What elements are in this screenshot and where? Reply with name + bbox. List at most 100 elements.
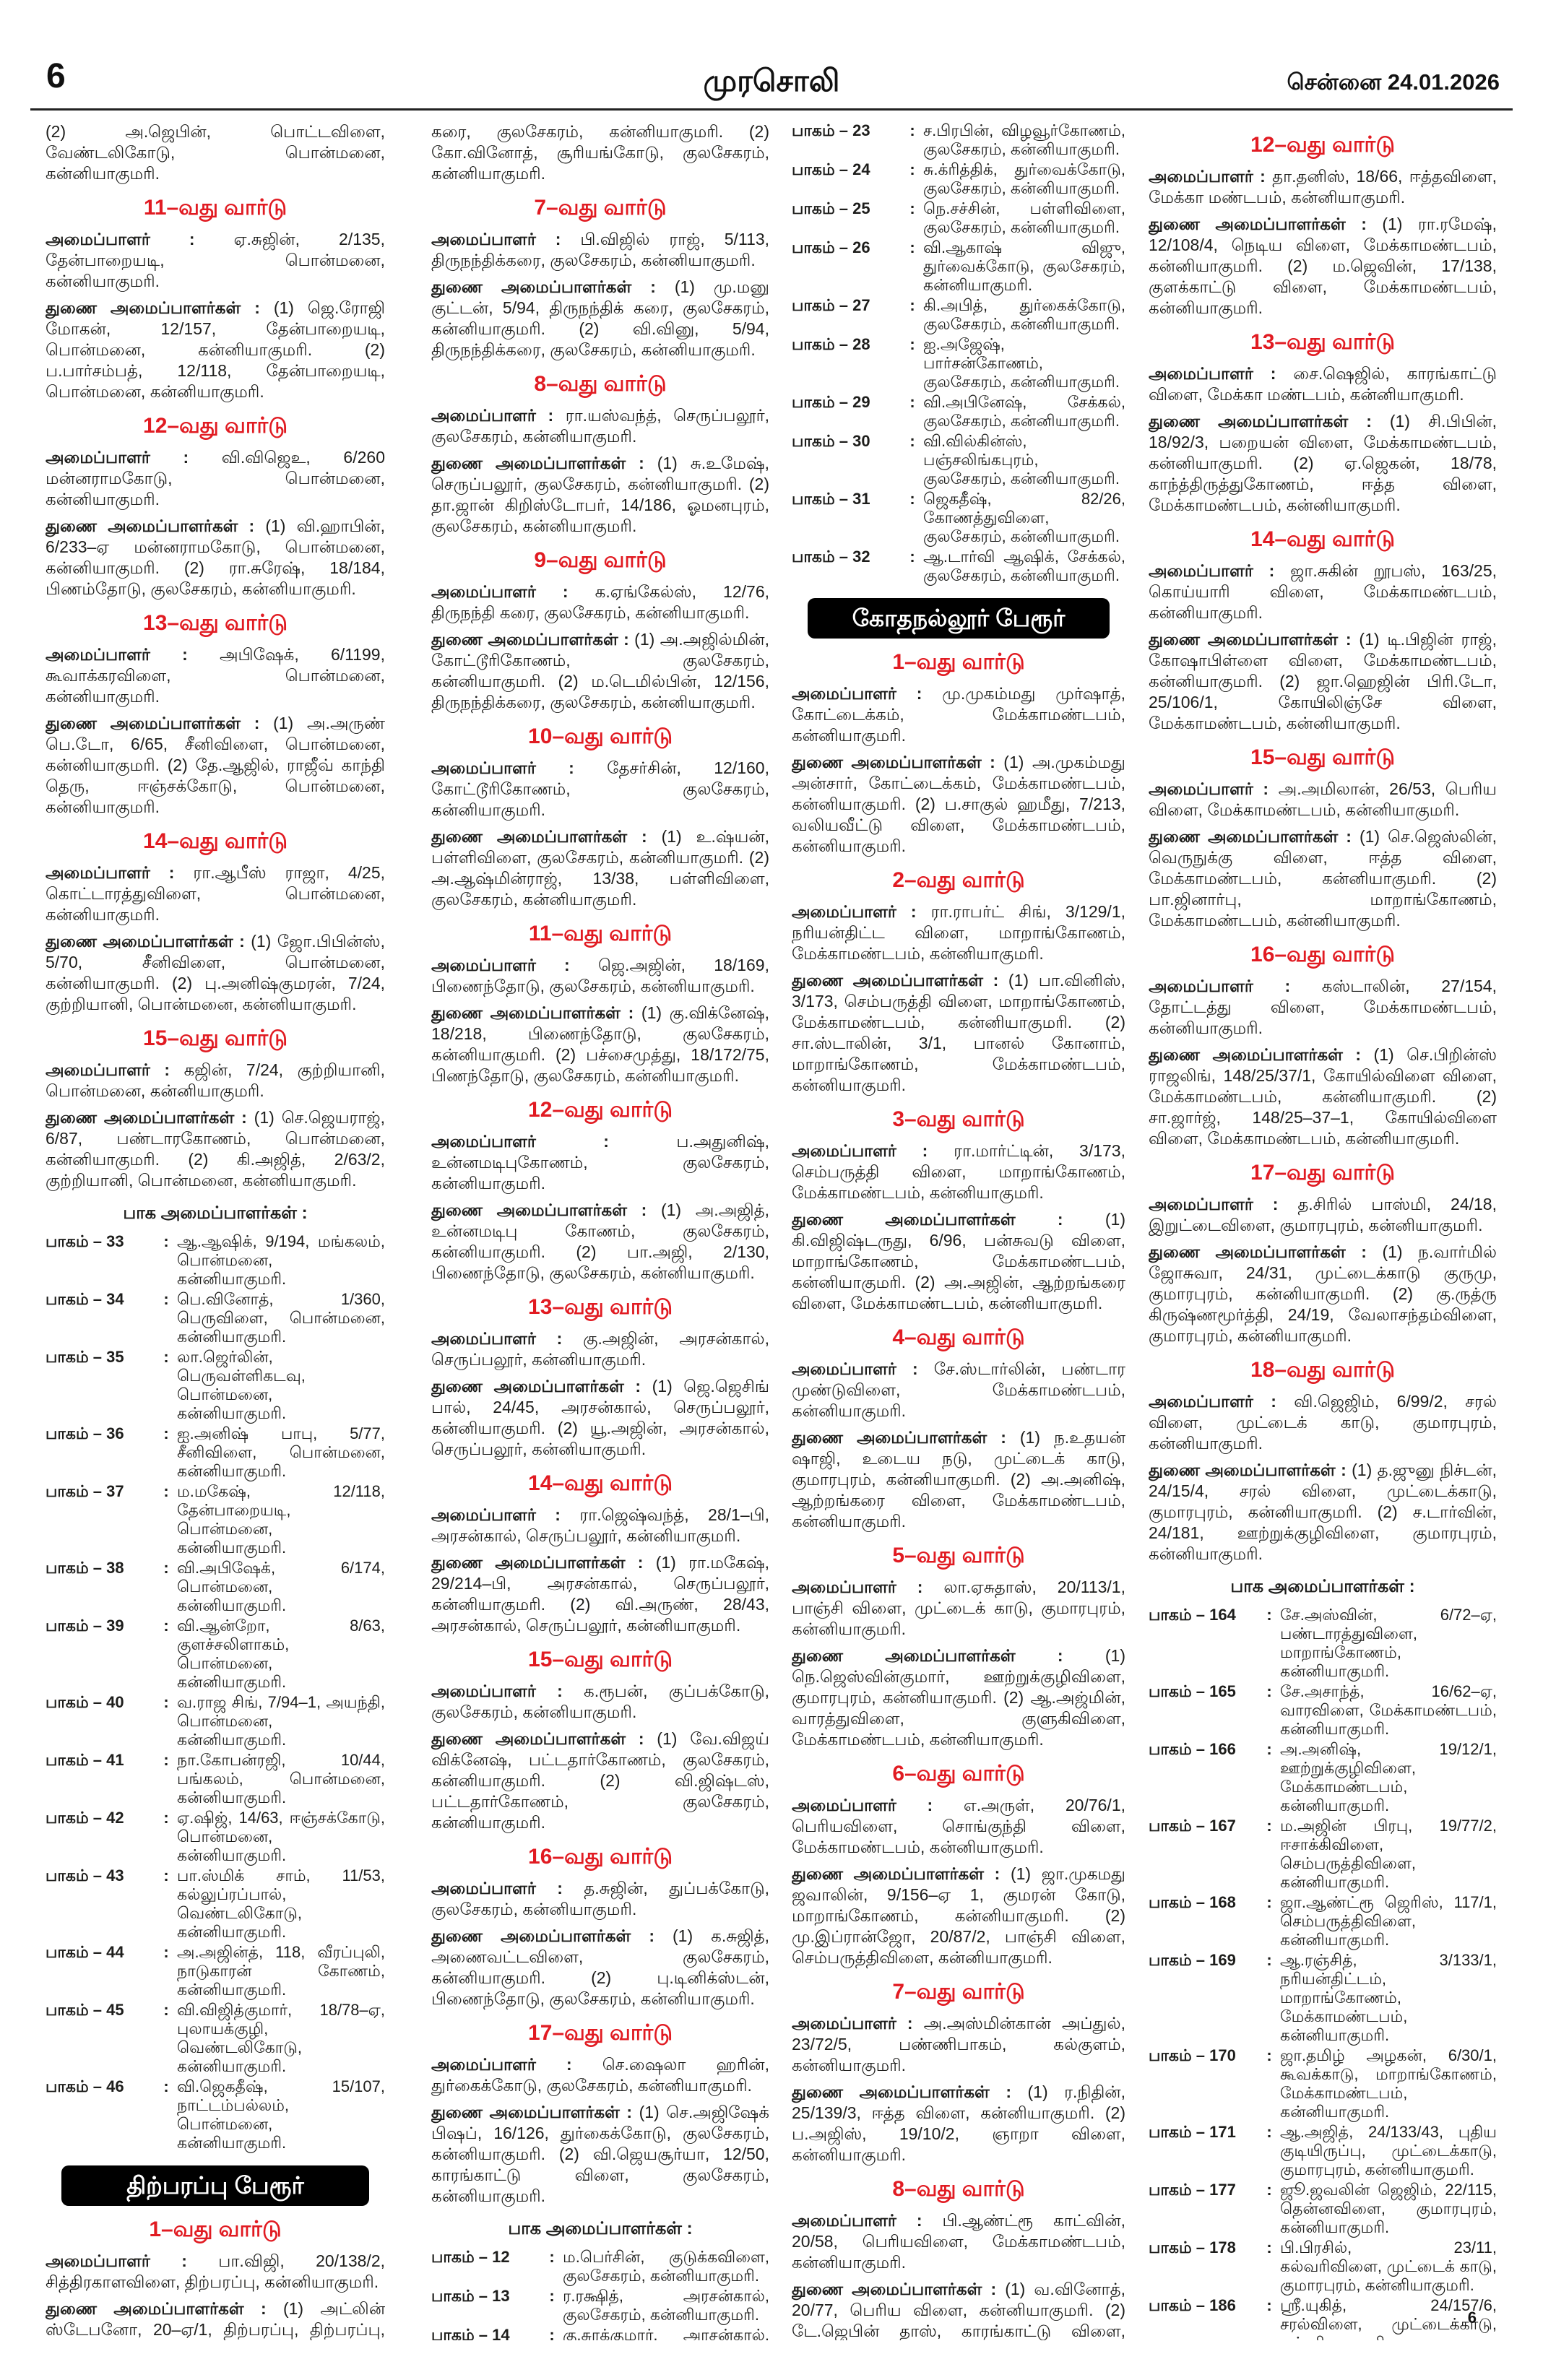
ward-heading: 15–வது வார்டு <box>1250 745 1395 769</box>
deputy-text: (1) செ.ஜெஸ்லின், வெருநுக்கு விளை, ஈத்த வ… <box>1149 827 1497 930</box>
part-list-header: பாக அமைப்பாளர்கள் : <box>508 2219 693 2238</box>
part-list-item: பாகம் – 164: சே.அஸ்வின், 6/72–ஏ, பண்டாரத்… <box>1149 1606 1497 1681</box>
organizer-paragraph: அமைப்பாளர் : த.சிரில் பாஸ்மி, 24/18, இறு… <box>1149 1194 1497 1236</box>
deputy-text: (1) ரா.மகேஷ், 29/214–பி, அரசன்கால், செரு… <box>431 1553 769 1635</box>
part-list-item: பாகம் – 168: ஜா.ஆண்ட்ரூ ஜெரிஸ், 117/1, செ… <box>1149 1893 1497 1950</box>
part-list-item: பாகம் – 39: வி.ஆன்றோ, 8/63, குளச்சலிளாகம்… <box>46 1617 385 1692</box>
organizer-paragraph: அமைப்பாளர் : ரா.யஸ்வந்த், செருப்பலூர், க… <box>431 405 769 447</box>
organizer-paragraph: அமைப்பாளர் : த.சுஜின், துப்பக்கோடு, குலச… <box>431 1878 769 1920</box>
deputy-text: (1) அ.முகம்மது அன்சார், கோட்டைக்கம், மேக… <box>792 753 1125 855</box>
body-paragraph: கரை, குலசேகரம், கன்னியாகுமரி. (2) கோ.வின… <box>431 122 769 183</box>
part-list-item: பாகம் – 165: சே.அசாந்த், 16/62–ஏ, வாரவிளை… <box>1149 1682 1497 1739</box>
page-number: 6 <box>46 57 66 95</box>
organizer-paragraph: அமைப்பாளர் : க.ஏங்கேல்ஸ், 12/76, திருநந்… <box>431 581 769 623</box>
ward-heading: 3–வது வார்டு <box>892 1107 1025 1131</box>
part-number: பாகம் – 13 <box>431 2287 510 2305</box>
deputy-label: துணை அமைப்பாளர்கள் : <box>431 2103 639 2121</box>
header-rule <box>30 108 1513 111</box>
part-list-item: பாகம் – 31: ஜெகதீஷ், 82/26, கோணத்துவிளை, … <box>792 490 1125 546</box>
deputy-text: (1) வே.விஜய் விக்னேஷ், பட்டதார்கோணம், கு… <box>431 1729 769 1832</box>
ward-heading: 13–வது வார்டு <box>143 611 288 635</box>
part-colon: : <box>909 548 915 566</box>
organizer-label: அமைப்பாளர் : <box>792 1578 944 1596</box>
part-text: வி.அபினேஷ், சேக்கல், குலசேகரம், கன்னியாக… <box>923 393 1125 430</box>
deputy-label: துணை அமைப்பாளர்கள் : <box>792 1646 1105 1665</box>
organizer-text: க.ரூபன், குப்பக்கோடு, குலசேகரம், கன்னியா… <box>431 1682 769 1721</box>
ward-heading: 10–வது வார்டு <box>528 724 673 748</box>
organizer-text: க.ஏங்கேல்ஸ், 12/76, திருநந்தி கரை, குலசே… <box>431 582 769 622</box>
masthead-title: முரசொலி <box>703 64 840 98</box>
part-colon: : <box>163 1943 169 1961</box>
part-text: அ.அஜின்த், 118, வீரப்புலி, நாடுகாரன் கோண… <box>177 1943 385 1999</box>
organizer-text: ப.அதுனிஷ், உன்னமடிபுகோணம், குலசேகரம், கன… <box>431 1132 769 1193</box>
part-number: பாகம் – 165 <box>1149 1682 1236 1700</box>
part-colon: : <box>909 335 915 353</box>
part-colon: : <box>549 2326 555 2340</box>
organizer-paragraph: அமைப்பாளர் : பி.விஜில் ராஜ், 5/113, திரு… <box>431 229 769 271</box>
organizer-label: அமைப்பாளர் : <box>792 2014 924 2033</box>
organizer-text: அபிஷேக், 6/1199, கூவாக்கரவிளை, பொன்மனை, … <box>46 645 385 706</box>
deputy-paragraph: துணை அமைப்பாளர்கள் : (1) அ.முகம்மது அன்ச… <box>792 752 1125 857</box>
part-colon: : <box>1266 1817 1272 1835</box>
part-text: பி.பிரசில், 23/11, கல்வரிவிளை, முட்டைக் … <box>1280 2238 1497 2294</box>
organizer-text: கஜின், 7/24, குற்றியானி, பொன்மனை, கன்னிய… <box>46 1060 385 1100</box>
deputy-paragraph: துணை அமைப்பாளர்கள் : (1) த.ஜுனு நிச்டன்,… <box>1149 1460 1497 1565</box>
part-colon: : <box>549 2287 555 2305</box>
organizer-text: கஸ்டாலின், 27/154, தோட்டத்து விளை, மேக்க… <box>1149 977 1497 1037</box>
deputy-paragraph: துணை அமைப்பாளர்கள் : (1) சி.பிபின், 18/9… <box>1149 411 1497 516</box>
organizer-text: த.சுஜின், துப்பக்கோடு, குலசேகரம், கன்னிய… <box>431 1879 769 1918</box>
deputy-label: துணை அமைப்பாளர்கள் : <box>431 827 662 846</box>
organizer-paragraph: அமைப்பாளர் : அ.அமிலான், 26/53, பெரிய விள… <box>1149 779 1497 821</box>
organizer-paragraph: அமைப்பாளர் : ரா.மார்ட்டின், 3/173, செம்ப… <box>792 1141 1125 1203</box>
organizer-paragraph: அமைப்பாளர் : கஜின், 7/24, குற்றியானி, பொ… <box>46 1060 385 1102</box>
part-number: பாகம் – 42 <box>46 1809 124 1827</box>
part-list-item: பாகம் – 186: ஸ்ரீ.யுகித், 24/157/6, சரல்வ… <box>1149 2296 1497 2340</box>
ward-heading: 15–வது வார்டு <box>528 1648 673 1671</box>
part-list-item: பாகம் – 171: ஆ.அஜித், 24/133/43, புதிய கு… <box>1149 2123 1497 2179</box>
part-colon: : <box>549 2248 555 2266</box>
organizer-label: அமைப்பாளர் : <box>792 684 943 703</box>
deputy-label: துணை அமைப்பாளர்கள் : <box>1149 630 1360 649</box>
organizer-paragraph: அமைப்பாளர் : ப.அதுனிஷ், உன்னமடிபுகோணம், … <box>431 1131 769 1194</box>
part-number: பாகம் – 46 <box>46 2077 124 2095</box>
part-number: பாகம் – 169 <box>1149 1951 1236 1969</box>
organizer-label: அமைப்பாளர் : <box>792 1359 934 1378</box>
deputy-paragraph: துணை அமைப்பாளர்கள் : (1) டி.பிஜின் ராஜ்,… <box>1149 629 1497 734</box>
ward-heading: 14–வது வார்டு <box>1250 527 1395 551</box>
organizer-text: த.சிரில் பாஸ்மி, 24/18, இறுட்டைவிளை, கும… <box>1149 1195 1497 1234</box>
part-list-item: பாகம் – 35: லா.ஜெர்லின், பெருவள்ளிகடவு, ப… <box>46 1348 385 1423</box>
part-list-item: பாகம் – 27: கி.அபித், துர்கைக்கோடு, குலசே… <box>792 296 1125 334</box>
organizer-label: அமைப்பாளர் : <box>46 1060 184 1079</box>
organizer-paragraph: அமைப்பாளர் : செ.ஷைலா ஹரின், துர்கைக்கோடு… <box>431 2054 769 2096</box>
deputy-label: துணை அமைப்பாளர்கள் : <box>431 1926 673 1945</box>
organizer-text: ஜா.சுகின் றூபஸ், 163/25, கொய்யாரி விளை, … <box>1149 561 1497 622</box>
deputy-text: (1) நெ.ஜெஸ்வின்குமார், ஊற்றுக்குழிவிளை, … <box>792 1646 1125 1749</box>
deputy-paragraph: துணை அமைப்பாளர்கள் : (1) செ.பிறின்ஸ் ராஜ… <box>1149 1044 1497 1149</box>
part-text: ஆ.ஆஷிக், 9/194, மங்கலம், பொன்மனை, கன்னிய… <box>177 1232 385 1288</box>
organizer-label: அமைப்பாளர் : <box>46 863 194 882</box>
organizer-text: பா.விஜி, 20/138/2, சித்திரகாளவிளை, திற்ப… <box>46 2251 385 2291</box>
deputy-paragraph: துணை அமைப்பாளர்கள் : (1) ர.நிதின், 25/13… <box>792 2082 1125 2165</box>
deputy-label: துணை அமைப்பாளர்கள் : <box>46 516 266 535</box>
deputy-paragraph: துணை அமைப்பாளர்கள் : (1) நெ.ஜெஸ்வின்குமா… <box>792 1645 1125 1750</box>
organizer-paragraph: அமைப்பாளர் : ஜா.சுகின் றூபஸ், 163/25, கொ… <box>1149 561 1497 623</box>
part-number: பாகம் – 178 <box>1149 2238 1236 2256</box>
part-list-item: பாகம் – 29: வி.அபினேஷ், சேக்கல், குலசேகரம… <box>792 393 1125 430</box>
ward-heading: 12–வது வார்டு <box>1250 133 1395 157</box>
part-number: பாகம் – 177 <box>1149 2181 1236 2199</box>
part-text: வி.வில்கின்ஸ், பஞ்சலிங்கபுரம், குலசேகரம்… <box>923 432 1120 488</box>
part-colon: : <box>163 1559 169 1577</box>
part-list-item: பாகம் – 43: பா.ஸ்மிக் சாம், 11/53, கல்லுப… <box>46 1866 385 1942</box>
organizer-label: அமைப்பாளர் : <box>1149 561 1291 580</box>
part-colon: : <box>163 1809 169 1827</box>
part-number: பாகம் – 168 <box>1149 1893 1236 1911</box>
organizer-label: அமைப்பாளர் : <box>431 1879 584 1897</box>
organizer-paragraph: அமைப்பாளர் : அபிஷேக், 6/1199, கூவாக்கரவி… <box>46 644 385 707</box>
deputy-label: துணை அமைப்பாளர்கள் : <box>46 2299 283 2318</box>
part-colon: : <box>909 199 915 217</box>
deputy-paragraph: துணை அமைப்பாளர்கள் : (1) அ.அஜித், உன்னமட… <box>431 1200 769 1284</box>
part-list-item: பாகம் – 25: நெ.சச்சின், பள்ளிவிளை, குலசேக… <box>792 199 1125 237</box>
ward-heading: 12–வது வார்டு <box>528 1098 673 1122</box>
organizer-paragraph: அமைப்பாளர் : ஏ.சுஜின், 2/135, தேன்பாறையட… <box>46 229 385 292</box>
deputy-text: (1) ரா.ரமேஷ், 12/108/4, நெடிய விளை, மேக்… <box>1149 215 1497 317</box>
